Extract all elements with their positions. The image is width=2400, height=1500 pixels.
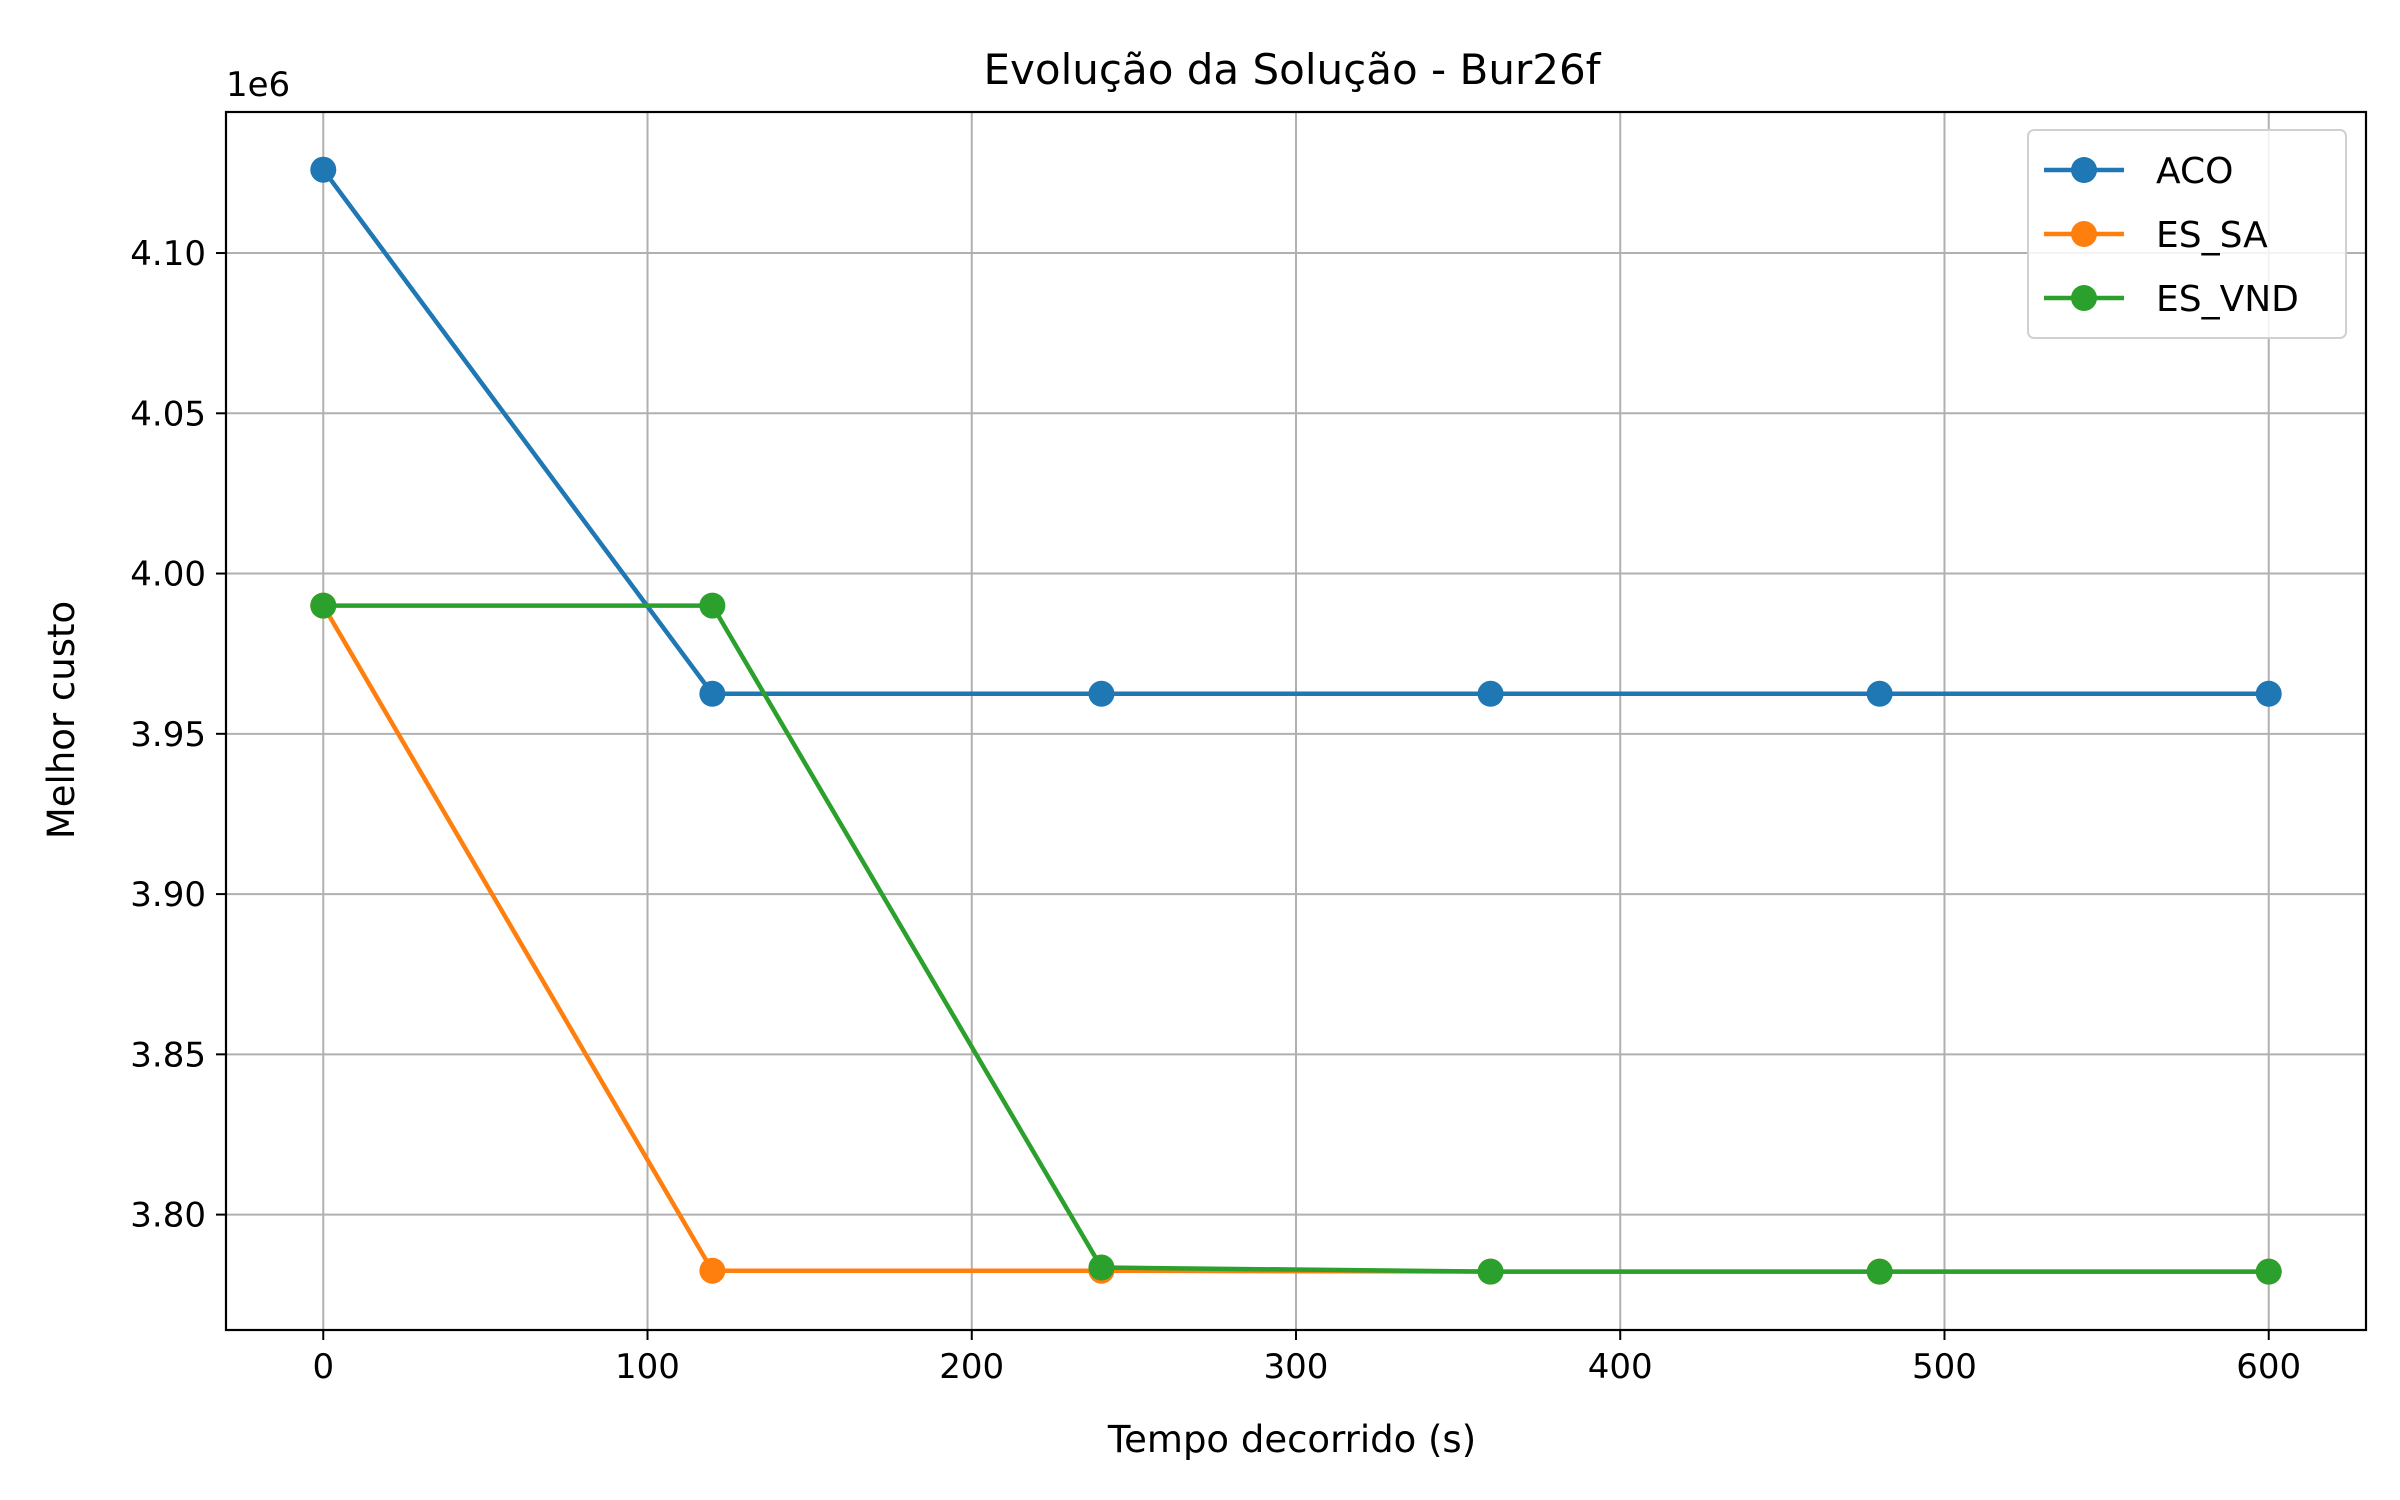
x-axis-title: Tempo decorrido (s) [1107,1418,1476,1461]
y-tick-label: 3.80 [130,1196,206,1236]
data-point-aco [1866,680,1893,707]
x-tick-label: 200 [939,1347,1004,1387]
data-point-aco [310,156,337,183]
data-point-es_vnd [2255,1258,2282,1285]
axis-ticks: 0 100 200 300 400 500 600 3.80 3.85 3.90 3.95 4.00 4… [130,234,2301,1387]
y-tick-label: 3.95 [130,715,206,755]
x-tick-label: 600 [2236,1347,2301,1387]
x-tick-label: 100 [615,1347,680,1387]
data-point-aco [699,680,726,707]
x-tick-label: 500 [1912,1347,1977,1387]
data-point-es_vnd [1866,1258,1893,1285]
data-point-es_vnd [310,592,337,619]
legend-box [2027,129,2347,339]
data-point-es_vnd [699,592,726,619]
y-tick-label: 3.90 [130,875,206,915]
chart-title: Evolução da Solução - Bur26f [984,45,1602,94]
data-point-es_vnd [1477,1258,1504,1285]
data-point-aco [1088,680,1115,707]
y-tick-label: 3.85 [130,1035,206,1075]
grid [226,112,2366,1330]
series-line-es_vnd [323,603,2269,1274]
data-point-es_sa [699,1257,726,1284]
legend-swatch-marker [2071,157,2097,183]
x-tick-label: 0 [312,1347,334,1387]
y-axis-offset-label: 1e6 [226,65,290,105]
legend: ACO ES_SA ES_VND [2027,129,2347,339]
x-tick-label: 300 [1264,1347,1329,1387]
y-tick-label: 4.05 [130,394,206,434]
legend-label: ACO [2156,151,2233,192]
x-tick-label: 400 [1588,1347,1653,1387]
data-point-aco [2255,680,2282,707]
legend-swatch-marker [2071,221,2097,247]
legend-swatch-marker [2071,285,2097,311]
y-tick-label: 4.10 [130,234,206,274]
legend-label: ES_SA [2156,215,2268,256]
y-tick-label: 4.00 [130,555,206,595]
series-layer [310,156,2282,1285]
data-point-es_vnd [1088,1254,1115,1281]
data-point-aco [1477,680,1504,707]
legend-label: ES_VND [2156,279,2299,320]
y-axis-title: Melhor custo [40,601,83,839]
